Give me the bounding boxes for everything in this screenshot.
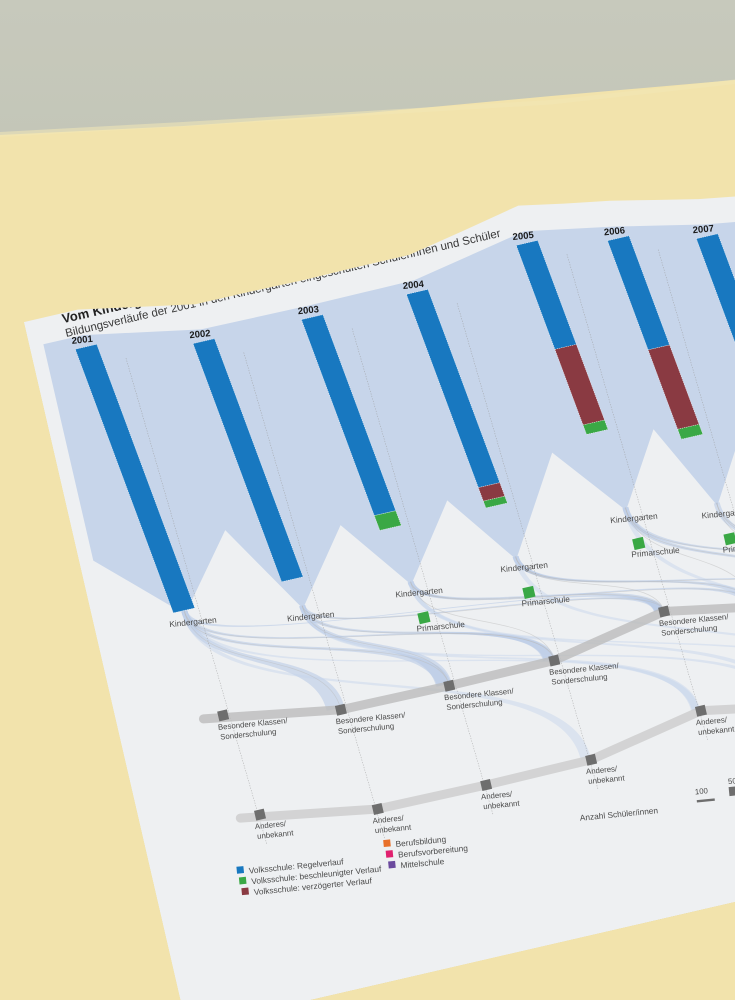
svg-text:Anzahl Schüler/innen: Anzahl Schüler/innen [579,805,658,823]
svg-text:100: 100 [694,786,708,796]
svg-text:500: 500 [728,776,735,786]
